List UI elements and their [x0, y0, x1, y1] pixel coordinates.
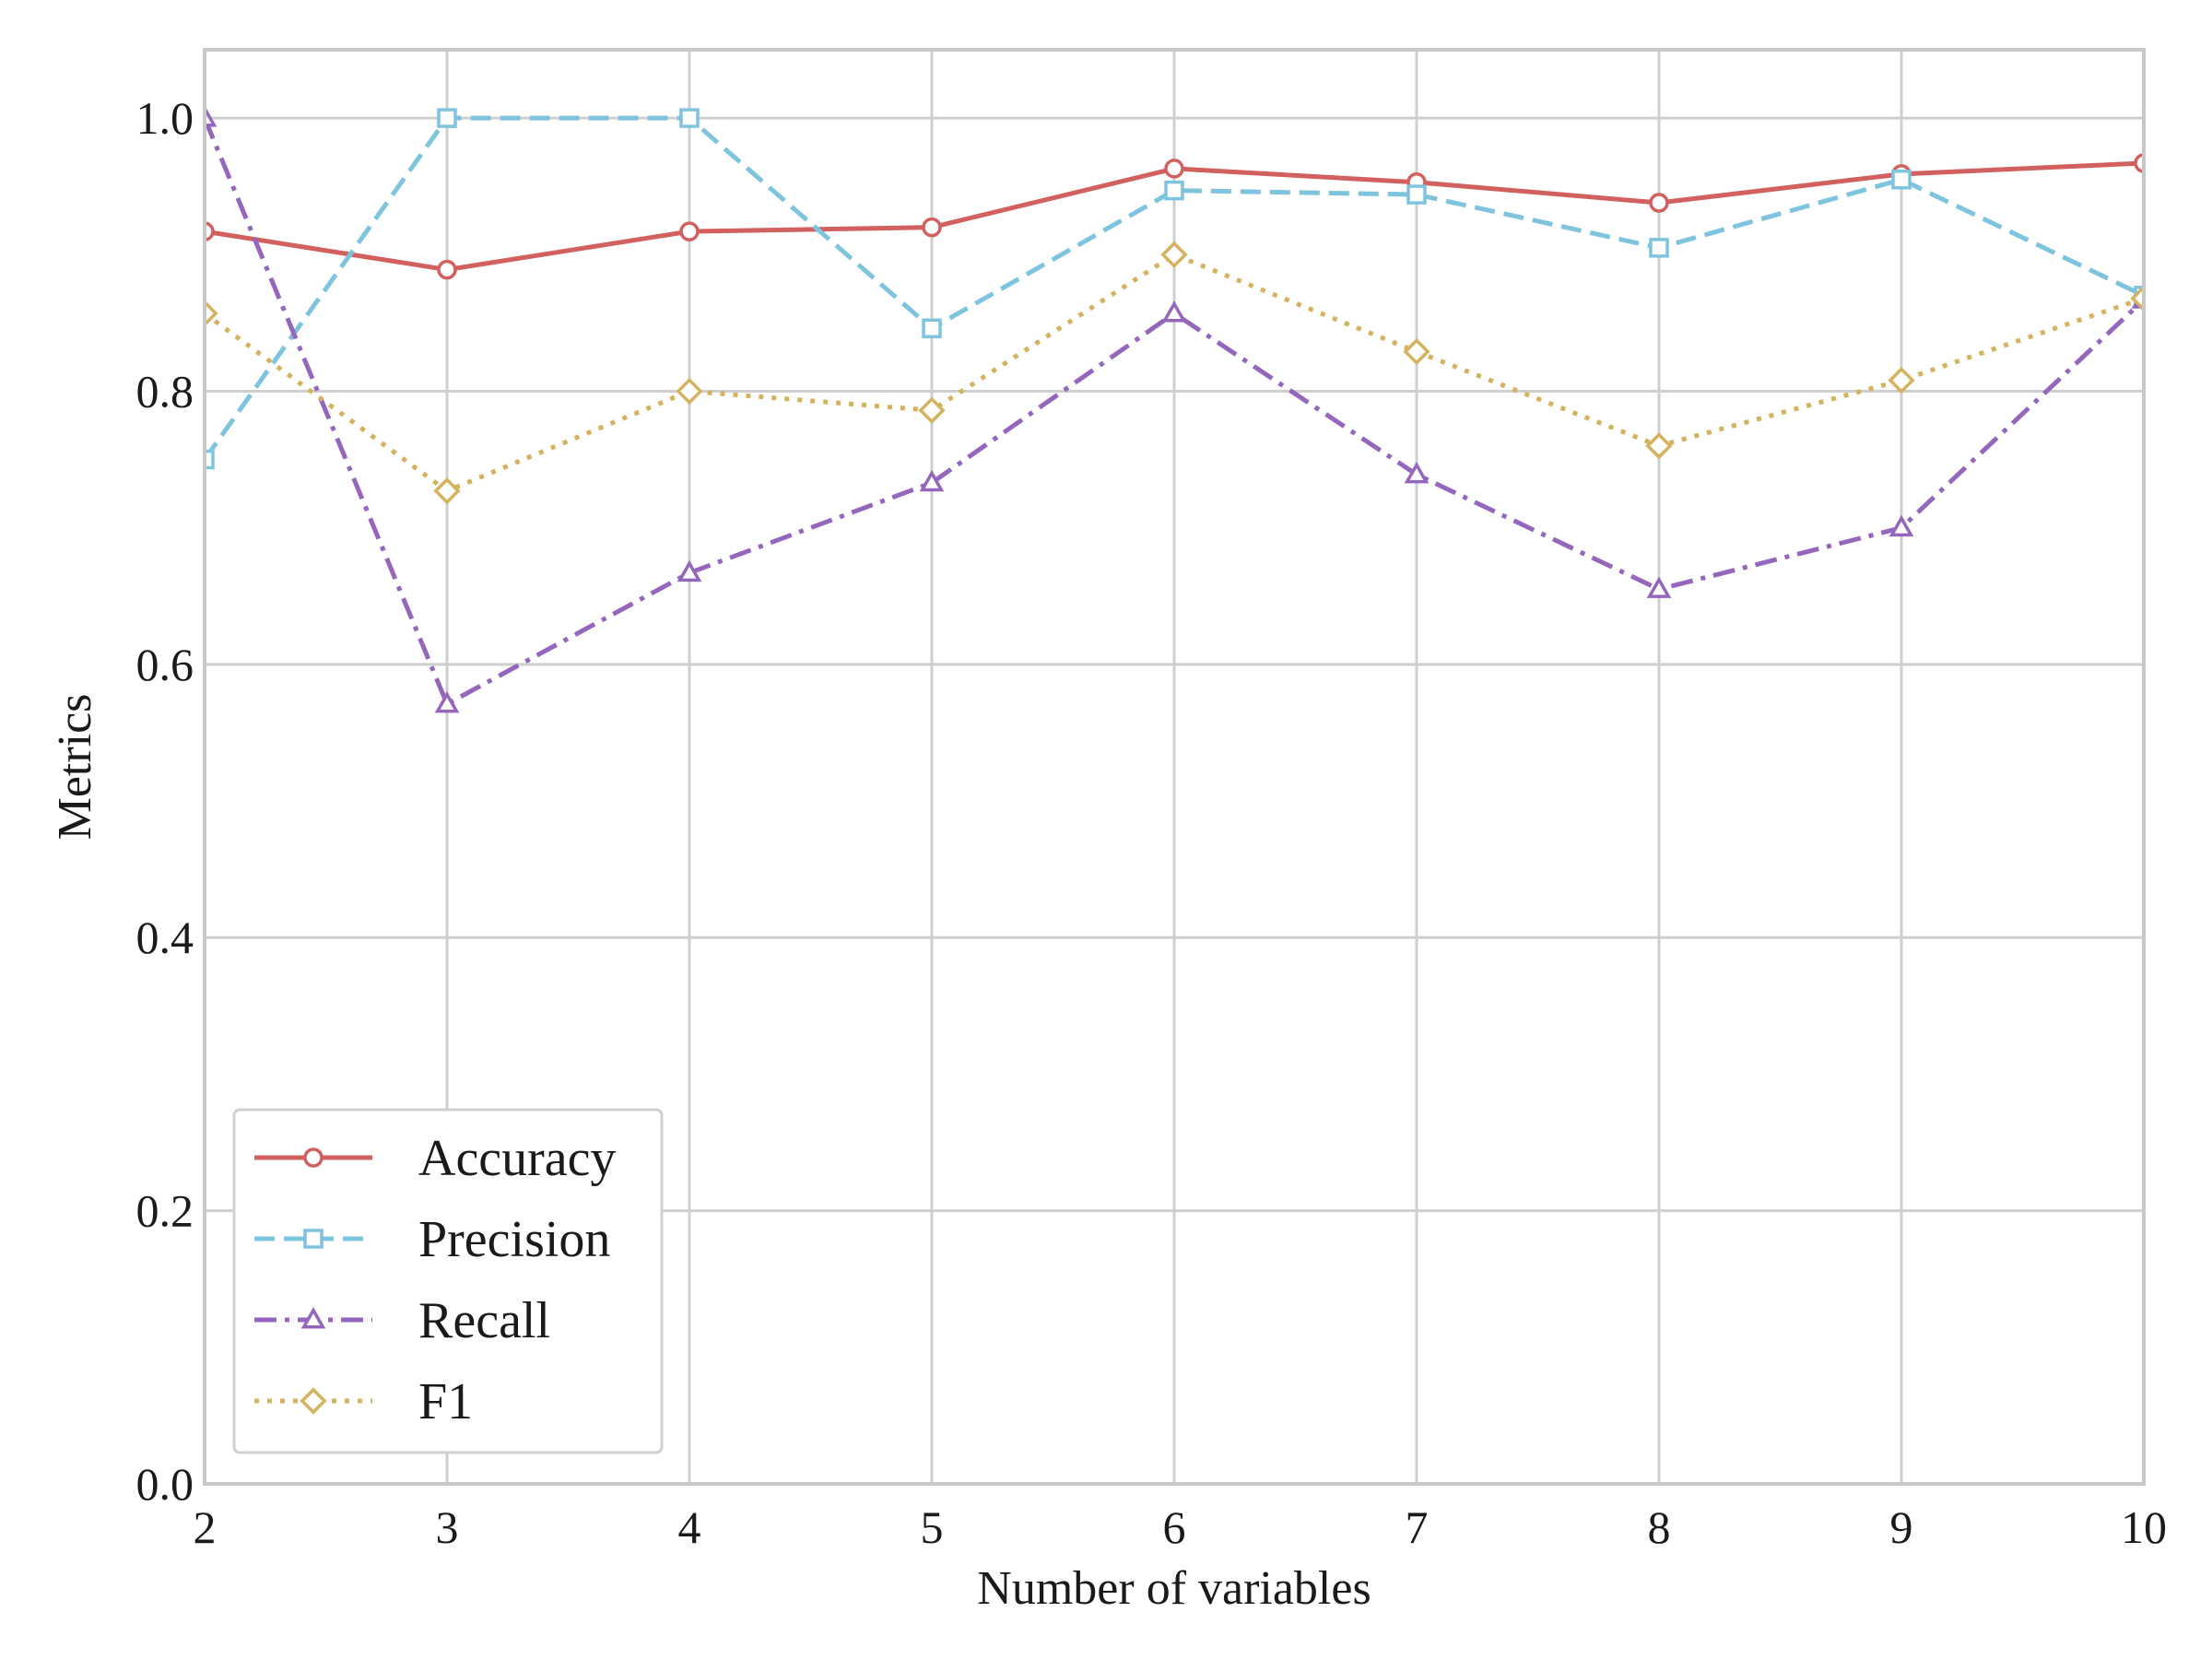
point-accuracy — [679, 221, 700, 241]
y-axis-label: Metrics — [49, 694, 101, 841]
series-f1 — [205, 241, 2144, 505]
point-precision — [437, 108, 457, 128]
point-recall — [1161, 300, 1187, 323]
y-tick-label: 0.0 — [136, 1458, 194, 1510]
point-recall — [677, 559, 702, 582]
x-tick-label: 8 — [1648, 1501, 1671, 1553]
x-tick-label: 6 — [1163, 1501, 1186, 1553]
point-precision — [1891, 170, 1912, 190]
legend-swatch-marker — [300, 1387, 327, 1415]
series-line-precision — [205, 115, 2144, 462]
series-line-f1 — [205, 252, 2144, 494]
point-recall — [205, 105, 218, 127]
legend-swatch-marker — [303, 1229, 324, 1249]
point-f1 — [1888, 366, 1915, 394]
x-tick-label: 3 — [436, 1501, 459, 1553]
point-accuracy — [205, 221, 215, 241]
point-recall — [1888, 514, 1914, 537]
point-f1 — [1645, 432, 1673, 460]
point-f1 — [676, 377, 703, 406]
legend-swatch-marker — [300, 1307, 326, 1329]
point-precision — [1649, 238, 1669, 258]
legend-box — [232, 1108, 664, 1454]
point-f1 — [1403, 337, 1430, 366]
legend-item-f1: F1 — [254, 1373, 473, 1430]
x-tick-label: 4 — [678, 1501, 701, 1553]
point-recall — [1646, 576, 1672, 598]
legend-swatch-marker — [303, 1147, 324, 1168]
point-f1 — [205, 300, 218, 327]
x-axis-label: Number of variables — [977, 1562, 1371, 1615]
x-tick-label: 9 — [1890, 1501, 1913, 1553]
point-precision — [1164, 180, 1184, 201]
point-recall — [1404, 461, 1430, 484]
x-tick-label: 7 — [1406, 1501, 1429, 1553]
x-tick-label: 2 — [194, 1501, 217, 1553]
point-accuracy — [437, 259, 457, 280]
point-precision — [679, 108, 700, 128]
x-tick-label: 10 — [2121, 1501, 2167, 1553]
point-accuracy — [2134, 153, 2144, 173]
point-f1 — [1160, 241, 1188, 268]
y-tick-label: 1.0 — [136, 92, 194, 144]
point-f1 — [918, 396, 946, 424]
legend-label: Precision — [418, 1211, 610, 1268]
tick-labels: 2 3 4 5 6 7 8 9 10 0.0 0.2 0.4 0.6 0.8 1.0 — [136, 92, 2168, 1553]
series-recall — [205, 105, 2144, 713]
legend-item-precision: Precision — [254, 1211, 610, 1268]
y-tick-label: 0.6 — [136, 639, 194, 690]
point-accuracy — [922, 217, 942, 238]
point-accuracy — [1649, 193, 1669, 213]
legend-item-recall: Recall — [254, 1292, 550, 1349]
point-precision — [1406, 184, 1427, 205]
x-tick-label: 5 — [921, 1501, 944, 1553]
point-precision — [205, 449, 215, 470]
point-f1 — [433, 477, 461, 505]
legend-label: F1 — [418, 1373, 473, 1430]
point-accuracy — [1164, 159, 1184, 179]
point-recall — [919, 469, 945, 492]
plot-frame — [203, 48, 2146, 1486]
series-layer — [205, 105, 2144, 713]
legend: Accuracy Precision Recall F1 — [232, 1108, 664, 1454]
legend-item-accuracy: Accuracy — [254, 1130, 617, 1187]
point-recall — [434, 690, 460, 713]
point-precision — [922, 318, 942, 339]
y-tick-label: 0.2 — [136, 1185, 194, 1237]
point-f1 — [2130, 285, 2144, 312]
legend-label: Accuracy — [418, 1130, 617, 1187]
y-tick-label: 0.8 — [136, 365, 194, 417]
y-tick-label: 0.4 — [136, 912, 194, 963]
legend-label: Recall — [418, 1292, 550, 1349]
